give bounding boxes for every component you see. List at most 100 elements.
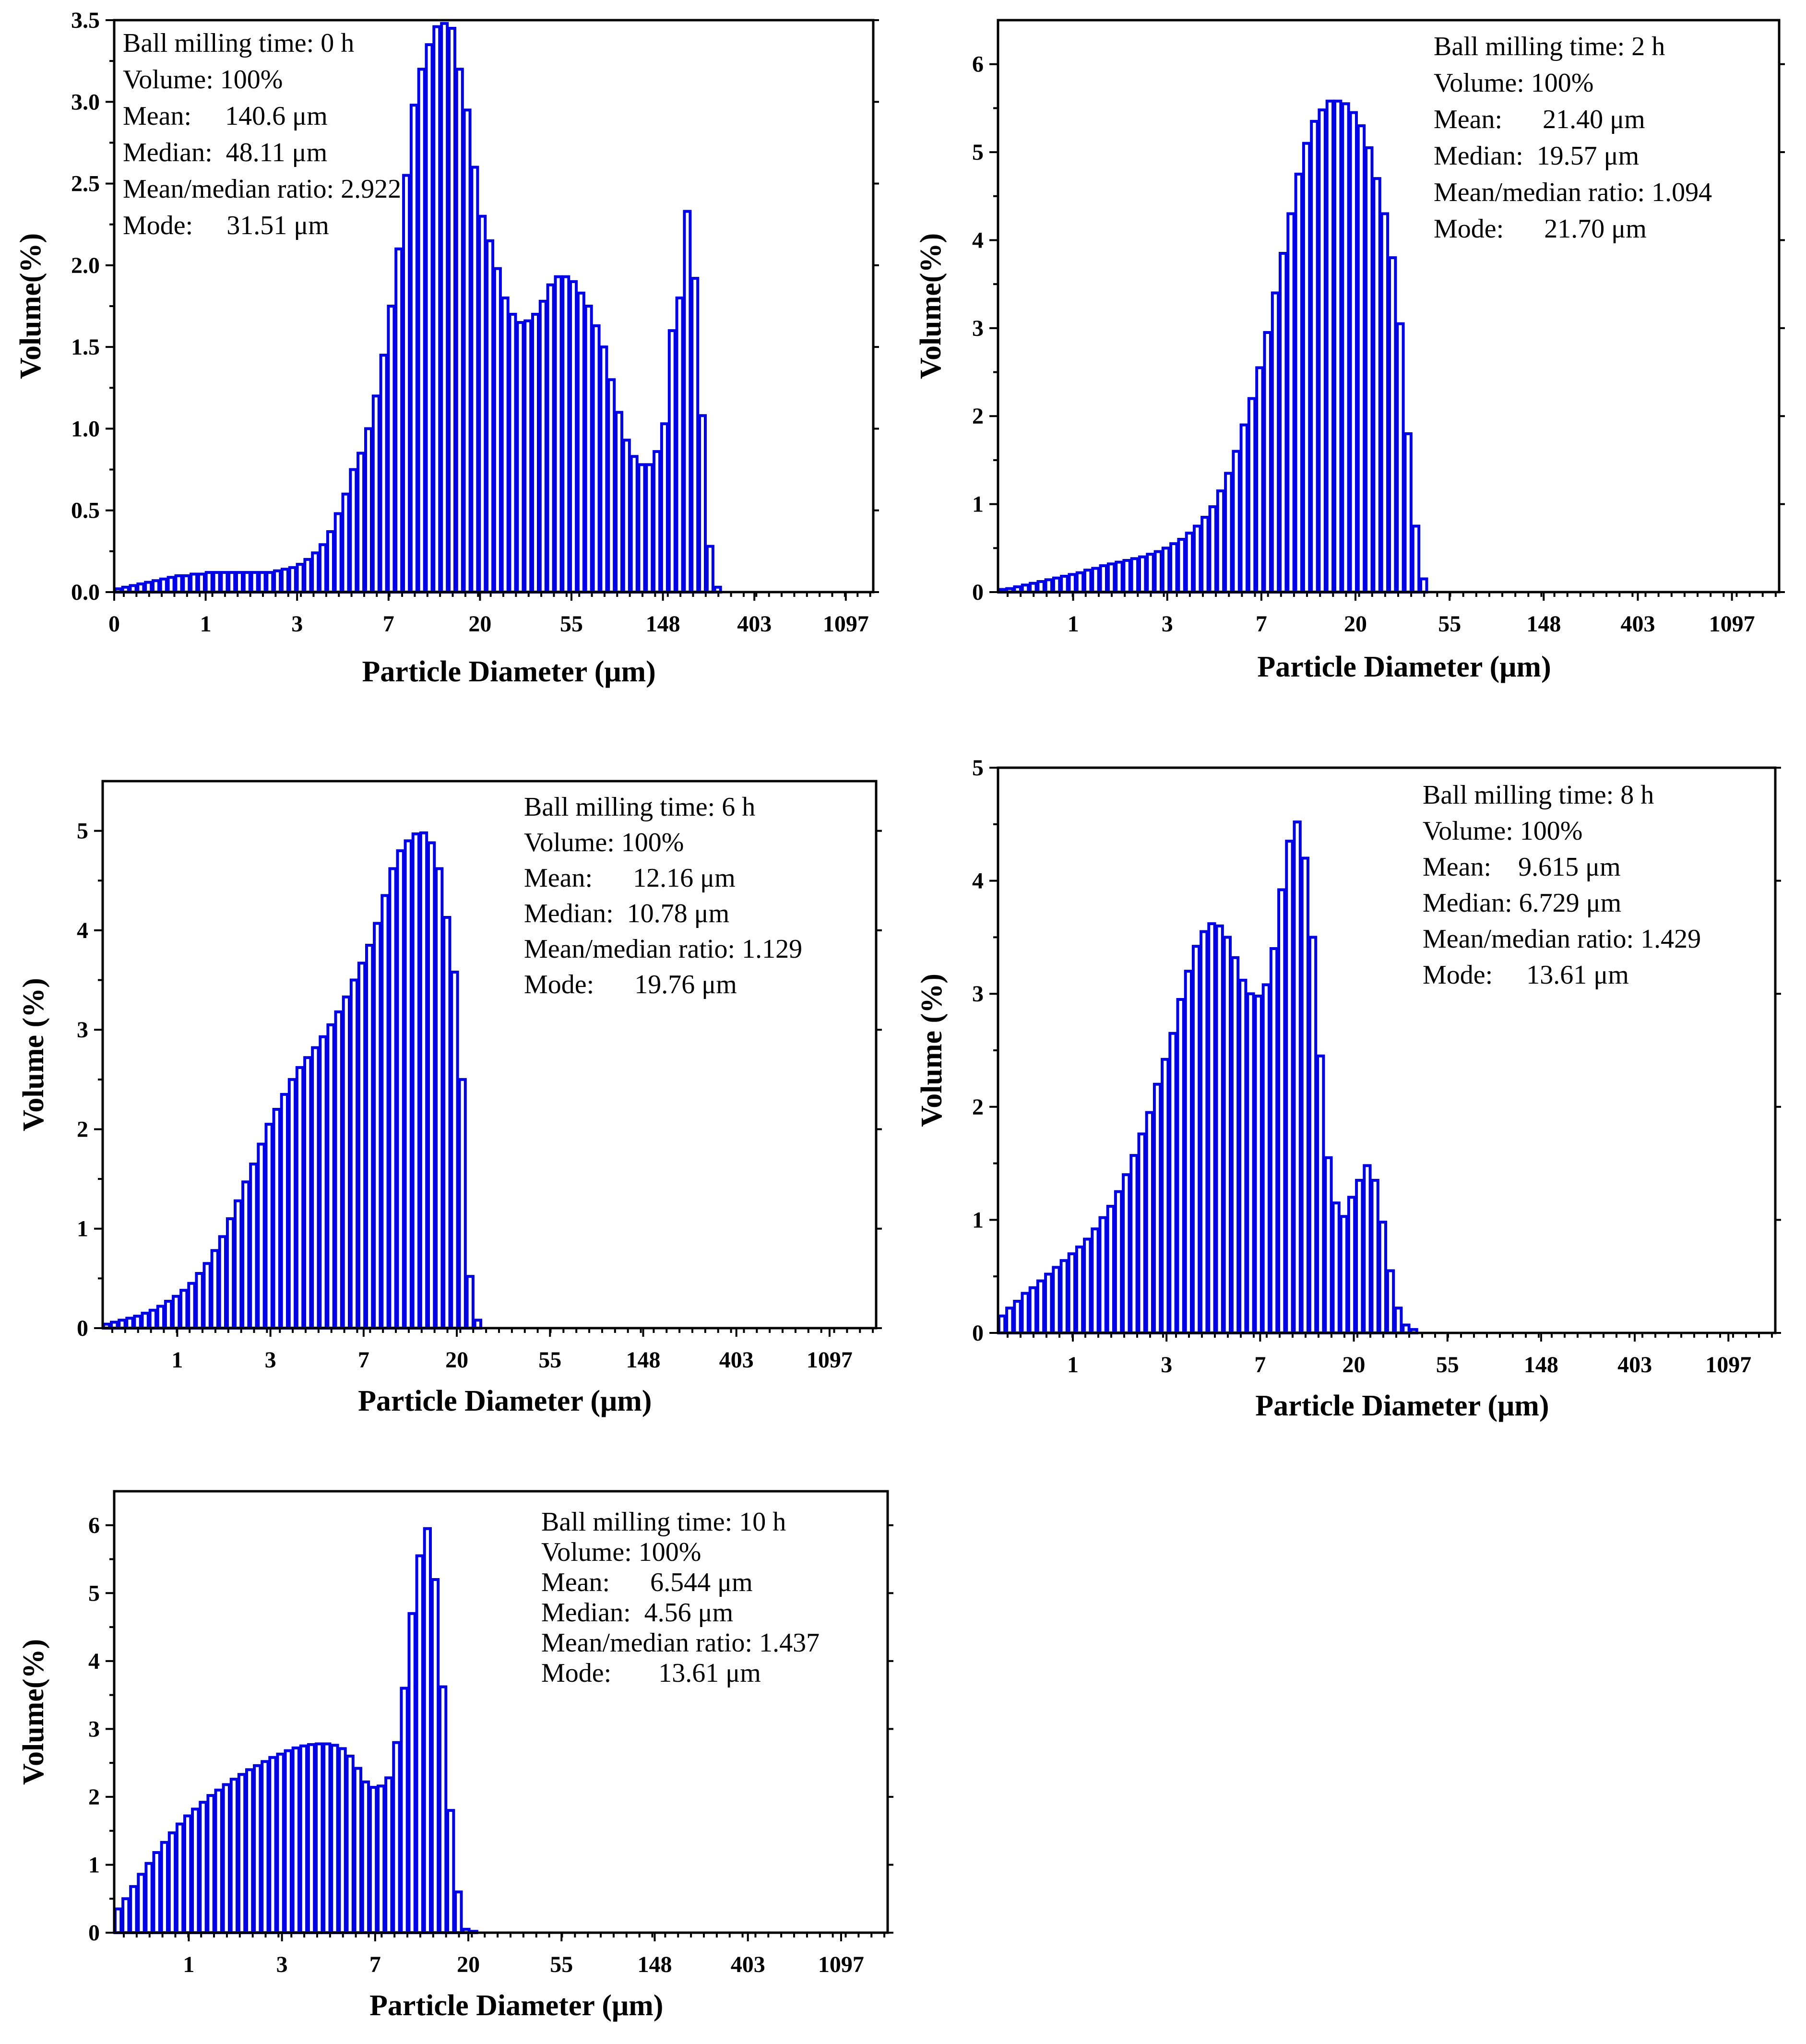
x-tick-label: 55	[550, 1952, 573, 1977]
histogram-bar	[326, 530, 335, 594]
y-tick-label: 0	[972, 580, 984, 605]
histogram-bar	[1285, 840, 1294, 1335]
y-tick-label: 2	[972, 1094, 984, 1120]
chart-0h: 0.0 0.5 1.0 1.5 2.0 2.5 3.0 3.5 0 1 3 7 20 55 148 403 10…	[0, 0, 902, 710]
histogram-bar	[272, 1108, 281, 1330]
histogram-bar	[1129, 1154, 1139, 1334]
histogram-bar	[1099, 564, 1108, 594]
legend-line: Mean: 6.544 μm	[541, 1568, 753, 1597]
legend-line: Mean: 9.615 μm	[1423, 852, 1621, 882]
x-tick-label: 1	[183, 1952, 194, 1977]
histogram-bar	[1333, 99, 1343, 594]
legend-line: Median: 19.57 μm	[1434, 141, 1639, 171]
y-axis-label: Volume (%)	[17, 978, 50, 1131]
y-tick-label: 5	[77, 819, 88, 844]
y-tick-label: 4	[77, 918, 88, 943]
histogram-bar	[353, 1767, 363, 1934]
histogram-bar	[1138, 555, 1147, 594]
histogram-bar	[261, 1760, 270, 1934]
histogram-bar	[190, 572, 199, 594]
histogram-bar	[218, 1235, 227, 1330]
histogram-bar	[1067, 1252, 1077, 1334]
histogram-bar	[1115, 560, 1124, 594]
histogram-bar	[164, 1300, 173, 1330]
histogram-bar	[1411, 524, 1421, 594]
histogram-bar	[160, 1841, 169, 1934]
histogram-bar	[288, 566, 297, 594]
histogram-bar	[330, 1744, 339, 1935]
histogram-bar	[172, 1295, 181, 1330]
histogram-bar	[167, 1831, 177, 1935]
histogram-bar	[1122, 559, 1131, 594]
y-tick-label: 1	[972, 492, 984, 517]
legend-line: Mean: 140.6 μm	[123, 101, 328, 131]
histogram-bar	[264, 1123, 273, 1330]
histogram-bar	[315, 1742, 324, 1934]
histogram-bar	[121, 1897, 131, 1935]
histogram-bar	[427, 841, 436, 1330]
x-axis-label: Particle Diameter (μm)	[362, 655, 655, 688]
histogram-bar	[1098, 1216, 1107, 1335]
legend-line: Ball milling time: 2 h	[1434, 32, 1665, 61]
histogram-bar	[174, 574, 183, 594]
histogram-bar	[1331, 1201, 1341, 1334]
x-tick-label: 20	[457, 1952, 480, 1977]
histogram-bar	[478, 214, 487, 594]
x-tick-label: 1	[171, 1347, 183, 1373]
histogram-bar	[576, 291, 585, 594]
x-tick-label: 7	[1256, 611, 1267, 637]
chart-8h-svg: 0 1 2 3 4 5 1 3 7 20 55 148 403 1097 Particle Diameter…	[915, 755, 1781, 1422]
histogram-bar	[220, 571, 229, 594]
histogram-bar	[284, 1749, 293, 1934]
histogram-bar	[1021, 1292, 1030, 1334]
histogram-bar	[1394, 1307, 1403, 1334]
histogram-bar	[166, 576, 176, 594]
histogram-bar	[1200, 930, 1209, 1335]
x-tick-label: 148	[1524, 1352, 1558, 1378]
histogram-bar	[334, 1010, 343, 1330]
histogram-bar	[705, 545, 714, 594]
histogram-bar	[206, 1794, 215, 1934]
histogram-bar	[615, 411, 623, 594]
histogram-bar	[1238, 978, 1248, 1334]
histogram-bar	[141, 1311, 150, 1330]
histogram-bar	[368, 1786, 378, 1934]
y-tick-label: 4	[88, 1649, 100, 1674]
histogram-bar	[191, 1807, 200, 1935]
histogram-bar	[599, 345, 608, 594]
legend-line: Median: 10.78 μm	[524, 899, 729, 928]
plot-frame	[997, 19, 1781, 594]
legend-line: Median: 48.11 μm	[123, 138, 327, 167]
histogram-bar	[341, 492, 350, 594]
histogram-bar	[258, 571, 267, 594]
stats-legend: Ball milling time: 6 h Volume: 100% Mean: …	[524, 792, 802, 999]
histogram-bar	[311, 551, 320, 594]
histogram-bar	[137, 1873, 146, 1934]
legend-line: Mean: 12.16 μm	[524, 863, 736, 893]
histogram-bar	[227, 571, 237, 594]
histogram-bar	[448, 27, 456, 594]
histogram-bar	[299, 1744, 309, 1934]
y-tick-label: 5	[972, 140, 984, 165]
histogram-bar	[407, 1612, 416, 1934]
histogram-bar	[384, 1776, 393, 1934]
histogram-bar	[1161, 547, 1171, 594]
x-tick-label: 55	[560, 611, 583, 637]
y-tick-label: 0	[972, 1320, 984, 1346]
histogram-bar	[357, 962, 367, 1330]
x-tick-label: 55	[538, 1347, 561, 1373]
histogram-bar	[250, 571, 259, 594]
x-tick-label: 148	[637, 1952, 672, 1977]
y-tick-label: 0	[77, 1316, 88, 1341]
histogram-bar	[179, 1289, 189, 1330]
y-tick-label: 4	[972, 868, 984, 894]
histogram-bar	[333, 512, 343, 594]
y-tick-label: 2	[88, 1784, 100, 1810]
histogram-bar	[402, 174, 411, 594]
histogram-bar	[1372, 177, 1381, 594]
histogram-bar	[1403, 432, 1413, 594]
y-tick-label: 6	[972, 52, 984, 77]
histogram-bar	[1083, 569, 1093, 594]
legend-line: Mode: 13.61 μm	[1423, 960, 1629, 990]
histogram-bar	[630, 455, 639, 594]
